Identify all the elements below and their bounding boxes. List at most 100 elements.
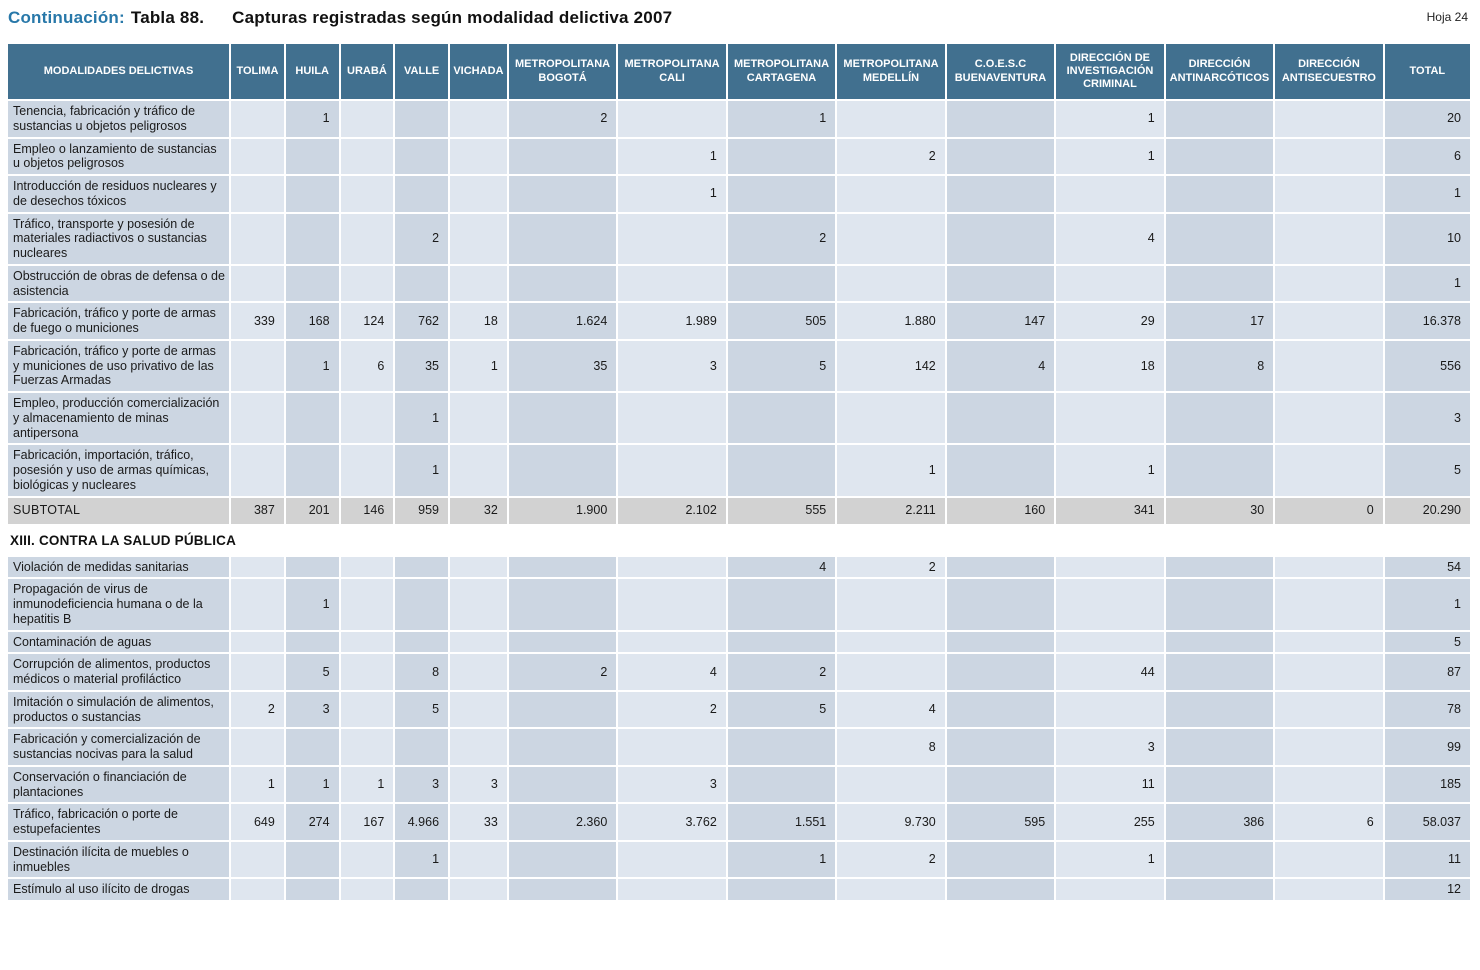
value-cell <box>231 340 284 391</box>
value-cell: 1.551 <box>727 804 836 840</box>
value-cell: 29 <box>1056 303 1164 339</box>
column-header: METROPOLITANA CARTAGENA <box>727 44 836 99</box>
value-cell <box>618 556 726 578</box>
value-cell <box>285 729 339 765</box>
value-cell: 3.762 <box>618 804 726 840</box>
value-cell <box>285 176 339 212</box>
title-main-text: Capturas registradas según modalidad del… <box>232 8 673 27</box>
row-label: Empleo, producción comercialización y al… <box>8 393 230 444</box>
value-cell: 2.360 <box>508 804 617 840</box>
value-cell: 1 <box>1384 265 1470 302</box>
table-row: Estímulo al uso ilícito de drogas 12 <box>8 879 1470 900</box>
value-cell <box>285 841 339 878</box>
value-cell <box>340 393 394 444</box>
value-cell: 2 <box>727 654 836 690</box>
value-cell <box>1275 303 1383 339</box>
value-cell <box>395 101 449 137</box>
column-header: TOLIMA <box>231 44 284 99</box>
row-label: Conservación o financiación de plantacio… <box>8 766 230 803</box>
value-cell <box>450 654 507 690</box>
value-cell: 168 <box>285 303 339 339</box>
value-cell <box>727 393 836 444</box>
value-cell <box>340 101 394 137</box>
value-cell <box>340 729 394 765</box>
value-cell <box>231 393 284 444</box>
column-header: HUILA <box>285 44 339 99</box>
value-cell: 555 <box>727 497 836 524</box>
value-cell: 1 <box>231 766 284 803</box>
value-cell <box>1165 654 1274 690</box>
table-row: Tráfico, fabricación o porte de estupefa… <box>8 804 1470 840</box>
value-cell <box>946 579 1055 630</box>
value-cell <box>727 766 836 803</box>
value-cell: 1 <box>1056 101 1164 137</box>
value-cell <box>508 138 617 174</box>
value-cell <box>946 445 1055 496</box>
value-cell <box>285 631 339 653</box>
value-cell <box>450 556 507 578</box>
value-cell <box>837 213 945 264</box>
value-cell <box>231 138 284 174</box>
value-cell: 3 <box>1056 729 1164 765</box>
table-row: Fabricación, tráfico y porte de armas de… <box>8 303 1470 339</box>
value-cell: 556 <box>1384 340 1470 391</box>
value-cell: 147 <box>946 303 1055 339</box>
value-cell <box>508 213 617 264</box>
value-cell <box>450 691 507 728</box>
value-cell: 959 <box>395 497 449 524</box>
value-cell <box>837 766 945 803</box>
value-cell: 1 <box>618 138 726 174</box>
value-cell <box>231 176 284 212</box>
value-cell <box>1275 393 1383 444</box>
value-cell: 4 <box>1056 213 1164 264</box>
value-cell <box>1056 579 1164 630</box>
table-row: Empleo o lanzamiento de sustancias u obj… <box>8 138 1470 174</box>
value-cell <box>618 101 726 137</box>
value-cell <box>231 265 284 302</box>
value-cell <box>395 879 449 900</box>
value-cell <box>1275 766 1383 803</box>
value-cell <box>1275 176 1383 212</box>
value-cell: 201 <box>285 497 339 524</box>
value-cell <box>946 729 1055 765</box>
value-cell: 0 <box>1275 497 1383 524</box>
value-cell: 6 <box>1384 138 1470 174</box>
value-cell <box>340 631 394 653</box>
value-cell: 1 <box>618 176 726 212</box>
section-header-row: XIII. CONTRA LA SALUD PÚBLICA <box>8 525 1470 555</box>
value-cell <box>285 879 339 900</box>
value-cell: 5 <box>727 691 836 728</box>
table-body: Tenencia, fabricación y tráfico de susta… <box>8 101 1470 900</box>
value-cell: 16.378 <box>1384 303 1470 339</box>
value-cell <box>1056 879 1164 900</box>
value-cell <box>450 265 507 302</box>
value-cell: 11 <box>1384 841 1470 878</box>
value-cell <box>285 393 339 444</box>
row-label: Propagación de virus de inmunodeficienci… <box>8 579 230 630</box>
value-cell <box>1165 176 1274 212</box>
column-header: VICHADA <box>450 44 507 99</box>
value-cell: 1 <box>450 340 507 391</box>
column-header: DIRECCIÓN DE INVESTIGACIÓN CRIMINAL <box>1056 44 1164 99</box>
value-cell <box>508 176 617 212</box>
sheet-number: Hoja 24 <box>1426 10 1468 24</box>
value-cell <box>1056 631 1164 653</box>
value-cell <box>508 766 617 803</box>
value-cell <box>231 879 284 900</box>
value-cell <box>1275 729 1383 765</box>
value-cell <box>946 176 1055 212</box>
value-cell <box>508 579 617 630</box>
value-cell <box>508 631 617 653</box>
value-cell <box>231 654 284 690</box>
subtotal-row: SUBTOTAL 387 201 146 959 32 1.900 2.102 555 2.211… <box>8 497 1470 524</box>
value-cell <box>285 213 339 264</box>
value-cell <box>450 579 507 630</box>
value-cell <box>946 654 1055 690</box>
value-cell: 2 <box>618 691 726 728</box>
value-cell <box>285 138 339 174</box>
value-cell: 1 <box>395 445 449 496</box>
value-cell <box>231 556 284 578</box>
value-cell: 8 <box>395 654 449 690</box>
value-cell <box>340 265 394 302</box>
value-cell <box>837 176 945 212</box>
